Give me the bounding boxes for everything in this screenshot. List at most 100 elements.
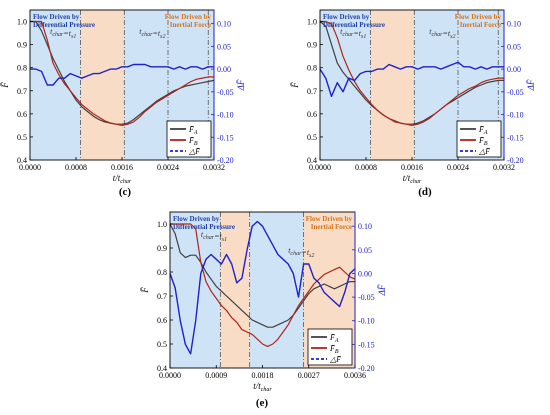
series-line xyxy=(320,20,504,127)
legend-entry: F̄A xyxy=(478,125,488,136)
legend-box xyxy=(307,328,353,366)
y-right-tick-label: -0.10 xyxy=(507,111,524,120)
series-line xyxy=(30,63,214,86)
x-tick-label: 0.0009 xyxy=(205,371,227,380)
y-right-tick-label: -0.15 xyxy=(507,133,524,142)
series-line xyxy=(30,20,215,125)
y-tick-label: 0.7 xyxy=(157,292,167,301)
y-right-tick-label: 0.00 xyxy=(358,269,372,278)
region-label: Flow Driven by xyxy=(165,13,212,21)
y-right-tick-label: 0.10 xyxy=(507,20,521,29)
y-right-tick-label: 0.00 xyxy=(217,65,231,74)
x-tick-label: 0.0032 xyxy=(493,163,515,172)
panel-label: (d) xyxy=(418,186,432,198)
legend-box xyxy=(166,120,212,158)
x-tick-label: 0.0032 xyxy=(203,163,225,172)
region-label: Flow Driven by xyxy=(33,13,80,21)
panel-label: (c) xyxy=(119,186,132,198)
y-tick-label: 0.4 xyxy=(307,156,317,165)
x-tick-label: 0.0024 xyxy=(157,163,179,172)
y-tick-label: 0.5 xyxy=(157,340,167,349)
y-tick-label: 0.4 xyxy=(157,364,167,373)
series-line xyxy=(319,61,504,98)
annotation-text: tchar=ts1 xyxy=(50,27,76,40)
region-label: Flow Driven by xyxy=(306,215,353,223)
legend-entry: F̄B xyxy=(329,344,339,355)
region-label: Inertial Force xyxy=(460,21,501,29)
y-tick-label: 0.5 xyxy=(17,133,27,142)
x-tick-label: 0.0016 xyxy=(111,163,133,172)
annotation-text: tchar=ts1 xyxy=(340,27,366,40)
y-right-axis-title: ΔF̄ xyxy=(526,79,536,91)
y-tick-label: 0.8 xyxy=(307,64,317,73)
x-tick-label: 0.0027 xyxy=(298,371,320,380)
y-right-tick-label: -0.05 xyxy=(217,88,234,97)
x-axis-title: t/tchar xyxy=(403,173,422,185)
series-line xyxy=(170,223,356,347)
y-right-tick-label: -0.05 xyxy=(358,293,375,302)
x-tick-label: 0.0018 xyxy=(252,371,274,380)
region-label: Differential Pressure xyxy=(323,21,385,29)
legend-entry: △F̄ xyxy=(329,355,341,364)
region-label: Inertial Force xyxy=(170,21,211,29)
y-right-tick-label: 0.05 xyxy=(358,246,372,255)
region-label: Flow Driven by xyxy=(455,13,502,21)
x-tick-label: 0.0000 xyxy=(309,163,331,172)
y-axis-title: F̄ xyxy=(0,82,10,89)
y-right-tick-label: -0.20 xyxy=(217,156,234,165)
region-label: Inertial Force xyxy=(311,223,352,231)
x-axis-title: t/tchar xyxy=(113,173,132,185)
y-tick-label: 0.8 xyxy=(157,268,167,277)
legend-entry: F̄A xyxy=(188,125,198,136)
y-right-tick-label: -0.05 xyxy=(507,88,524,97)
y-right-tick-label: 0.00 xyxy=(507,65,521,74)
y-tick-label: 1.0 xyxy=(157,220,167,229)
legend-entry: △F̄ xyxy=(478,147,490,156)
y-axis-title: F̄ xyxy=(140,287,150,294)
y-tick-label: 0.7 xyxy=(17,87,27,96)
y-right-tick-label: -0.10 xyxy=(217,111,234,120)
x-tick-label: 0.0008 xyxy=(355,163,377,172)
y-tick-label: 0.9 xyxy=(17,41,27,50)
annotation-text: tchar=ts2 xyxy=(288,246,314,259)
region-label: Flow Driven by xyxy=(323,13,370,21)
region-label: Flow Driven by xyxy=(173,215,220,223)
region-background xyxy=(249,212,304,368)
legend-entry: F̄B xyxy=(188,136,198,147)
x-tick-label: 0.0016 xyxy=(401,163,423,172)
x-tick-label: 0.0036 xyxy=(344,371,366,380)
y-tick-label: 0.6 xyxy=(307,110,317,119)
region-background xyxy=(80,10,125,160)
annotation-text: tchar=ts2 xyxy=(139,27,165,40)
x-tick-label: 0.0000 xyxy=(19,163,41,172)
y-right-tick-label: -0.10 xyxy=(358,317,375,326)
y-right-tick-label: -0.20 xyxy=(358,364,375,373)
y-tick-label: 0.6 xyxy=(157,316,167,325)
legend-entry: △F̄ xyxy=(188,147,200,156)
series-line xyxy=(169,220,356,355)
panel-label: (e) xyxy=(256,397,269,409)
x-tick-label: 0.0000 xyxy=(159,371,181,380)
series-line xyxy=(319,21,504,125)
y-right-tick-label: -0.20 xyxy=(507,156,524,165)
y-tick-label: 0.9 xyxy=(307,41,317,50)
y-right-tick-label: 0.10 xyxy=(358,222,372,231)
legend-box xyxy=(456,120,502,158)
y-tick-label: 0.5 xyxy=(307,133,317,142)
y-axis-title: F̄ xyxy=(290,82,300,89)
y-tick-label: 0.8 xyxy=(17,64,27,73)
annotation-text: tchar=ts2 xyxy=(429,27,455,40)
y-right-tick-label: -0.15 xyxy=(217,133,234,142)
region-background xyxy=(220,212,250,368)
y-right-tick-label: -0.15 xyxy=(358,340,375,349)
x-tick-label: 0.0008 xyxy=(65,163,87,172)
legend-entry: F̄A xyxy=(329,333,339,344)
region-background xyxy=(170,212,221,368)
y-tick-label: 1.0 xyxy=(17,18,27,27)
annotation-text: tchar=ts1 xyxy=(201,230,227,243)
y-tick-label: 0.7 xyxy=(307,87,317,96)
